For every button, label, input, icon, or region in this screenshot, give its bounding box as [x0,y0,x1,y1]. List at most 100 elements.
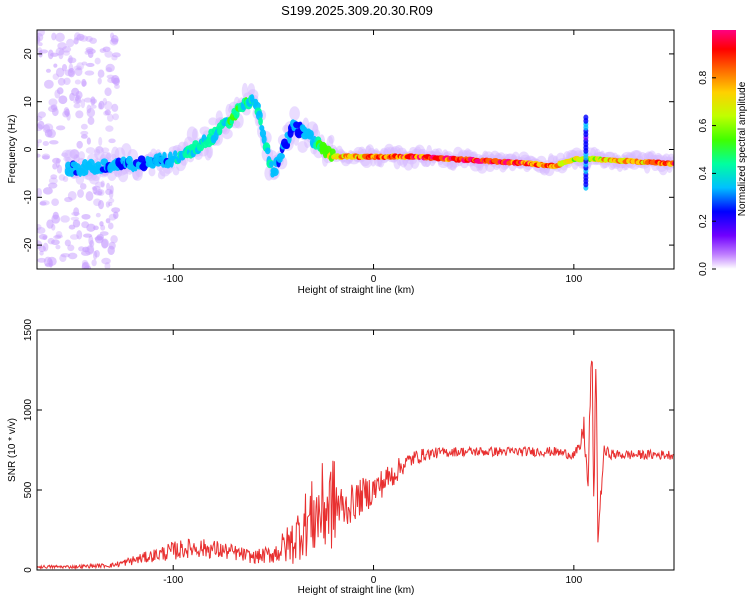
spectrogram-cell [75,94,81,104]
spectrogram-cell [68,224,76,230]
spectrogram-cell [58,174,66,181]
spectrogram-cell [261,134,267,145]
spectrogram-cell [37,187,43,198]
spectrogram-cell [55,67,65,78]
spectrogram-cell [111,75,120,85]
spectrogram-cell [106,113,114,122]
spectrogram-cell [68,55,73,64]
snr-panel: -100 0 100 0 500 1000 1500 Height of straight… [7,318,675,596]
snr-x-ticks: -100 0 100 [163,330,583,586]
spectrogram-cell [148,167,156,177]
spectrogram-cell [60,253,71,258]
spectrogram-cell [57,77,66,86]
spectrogram-cell [83,97,93,103]
spectrogram-cell [37,226,46,234]
spectrogram-cell [54,234,64,239]
spectrogram-cell [51,239,60,246]
spectrogram-cell [583,114,589,121]
spectrogram-cell [43,256,53,267]
spectrogram-cell [101,257,111,265]
spectrogram-cell [66,112,71,121]
spectrogram-cell [105,218,111,224]
spectrogram-cell [61,64,68,72]
spectrogram-cell [67,252,78,260]
spectrogram-cell [113,211,119,219]
spectrogram-cell [126,155,133,164]
spectrogram-cell [68,63,74,73]
snr-y-label: SNR (10 * v/v) [7,418,18,482]
colorbar-ticks: 0.0 0.2 0.4 0.6 0.8 [698,70,716,276]
spectrogram-cell [50,174,58,180]
spectrogram-cell [80,123,88,130]
colorbar-tick-label: 0.8 [698,70,709,84]
spectrogram-y-tick-label: 20 [23,48,34,60]
spectrogram-cell [55,244,61,250]
spectrogram-cell [51,32,57,41]
spectrogram-cell [67,57,77,64]
spectrogram-cell [86,108,96,118]
spectrogram-cell [84,70,95,76]
spectrogram-cell [106,182,111,191]
spectrogram-cell [97,102,103,110]
spectrogram-cell [39,200,50,206]
spectrogram-cell [111,103,119,112]
spectrogram-cell [55,230,63,238]
spectrogram-cell [289,106,300,121]
spectrogram-cell [75,110,84,119]
spectrogram-cell [59,254,67,262]
spectrogram-cell [98,200,104,210]
snr-x-label: Height of straight line (km) [298,585,415,596]
spectrogram-cell [67,67,76,78]
spectrogram-cell [98,100,105,110]
colorbar-tick-label: 0.4 [698,166,709,180]
spectrogram-cell [105,63,115,73]
colorbar: 0.0 0.2 0.4 0.6 0.8 Normalized spectral ampl… [698,30,748,276]
spectrogram-cell [264,147,271,155]
spectrogram-cell [80,130,89,136]
spectrogram-cell [103,101,113,111]
spectrogram-cell [75,174,85,185]
spectrogram-cell [89,239,95,248]
spectrogram-cell [70,216,80,221]
spectrogram-cell [47,237,55,245]
spectrogram-cell [38,233,48,240]
spectrogram-cell [97,69,105,78]
spectrogram-cell [43,123,54,132]
spectrogram-cell [81,213,91,220]
spectrogram-cell [64,196,73,203]
spectrogram-cell [69,92,75,102]
spectrogram-cell [173,150,178,158]
snr-x-tick-label: 100 [565,575,582,586]
spectrogram-cell [72,219,81,228]
spectrogram-cell [90,96,96,106]
spectrogram-cell [37,35,41,44]
spectrogram-cell [86,137,91,145]
spectrogram-cell [48,177,58,185]
spectrogram-cell [37,32,44,42]
spectrogram-cell [108,138,116,144]
spectrogram-cell [97,77,102,85]
spectrogram-cell [111,207,121,213]
spectrogram-cell [94,250,100,258]
spectrogram-cell [104,262,111,269]
spectrogram-heatmap [37,30,674,269]
spectrogram-cell [51,198,60,206]
spectrogram-cell [37,153,41,158]
spectrogram-cell [81,80,88,87]
spectrogram-cell [81,78,87,87]
spectrogram-cell [104,87,112,97]
spectrogram-x-label: Height of straight line (km) [298,285,415,296]
spectrogram-cell [80,134,88,139]
spectrogram-cell [109,185,114,195]
spectrogram-cell [93,198,102,207]
spectrogram-cell [62,176,69,183]
snr-x-tick-label: 0 [371,575,377,586]
spectrogram-y-label: Frequency (Hz) [7,115,18,184]
spectrogram-cell [108,213,117,221]
spectrogram-cell [37,30,45,37]
spectrogram-cell [49,140,59,145]
spectrogram-x-tick-label: 100 [565,274,582,285]
spectrogram-cell [96,189,103,196]
spectrogram-cell [73,65,82,71]
